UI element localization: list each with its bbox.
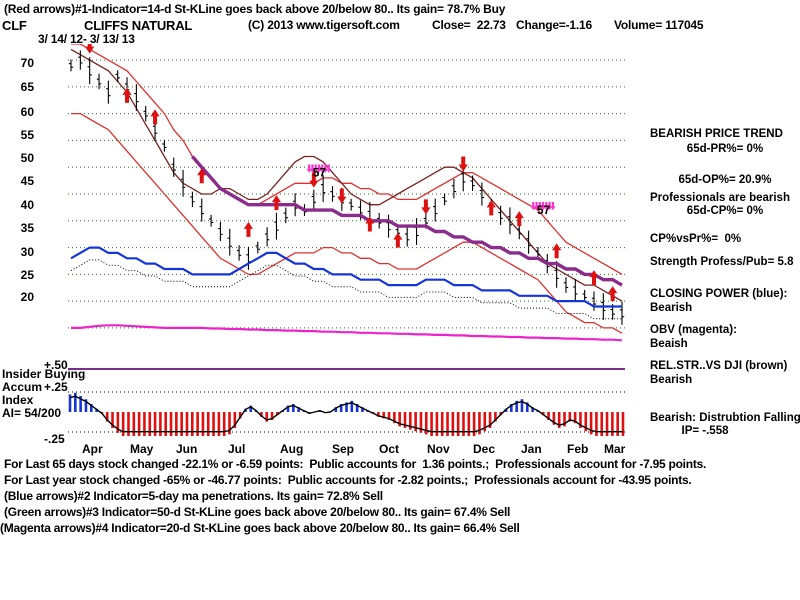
sub-tick-plus25: +.25 xyxy=(44,380,68,394)
closing-power-label: CLOSING POWER (blue): xyxy=(650,288,788,300)
y-tick-60: 60 xyxy=(20,105,34,119)
price-chart-svg: 57 57 xyxy=(68,44,625,342)
sub-tick-minus25: -.25 xyxy=(44,432,65,446)
professionals-verdict: Professionals are bearish xyxy=(650,192,790,204)
y-tick-35: 35 xyxy=(20,221,34,235)
x-tick-sep: Sep xyxy=(332,442,355,456)
index-label: Index xyxy=(2,393,34,407)
ticker-symbol: CLF xyxy=(2,18,27,33)
indicator-1-headline: (Red arrows)#1-Indicator=14-d St-KLine g… xyxy=(4,2,506,16)
x-tick-nov: Nov xyxy=(427,442,450,456)
relstr-label: REL.STR..VS DJI (brown) xyxy=(650,360,788,372)
x-tick-jan: Jan xyxy=(521,442,542,456)
x-tick-dec: Dec xyxy=(473,442,496,456)
y-tick-65: 65 xyxy=(20,80,34,94)
insider-buying-label: Insider Buying xyxy=(2,367,86,381)
ip-value: IP= -.558 xyxy=(681,425,729,437)
accumulation-index-svg xyxy=(68,368,625,436)
close-price: Close= 22.73 xyxy=(432,18,506,32)
obv-value: Beaish xyxy=(650,338,688,350)
copyright-notice: (C) 2013 www.tigersoft.com xyxy=(248,18,400,32)
y-tick-40: 40 xyxy=(20,198,34,212)
closing-power-value: Bearish xyxy=(650,302,693,314)
date-range: 3/ 14/ 12- 3/ 13/ 13 xyxy=(38,32,135,46)
y-tick-55: 55 xyxy=(20,128,34,142)
footer-line-ind2: (Blue arrows)#2 Indicator=5-day ma penet… xyxy=(4,489,383,503)
y-tick-70: 70 xyxy=(20,56,34,70)
trend-headline: BEARISH PRICE TREND xyxy=(650,128,783,140)
x-tick-aug: Aug xyxy=(280,442,304,456)
cp-percent: 65d-CP%= 0% xyxy=(686,205,764,217)
strength-prof-pub: Strength Profess/Pub= 5.8 xyxy=(650,256,794,268)
x-tick-mar: Mar xyxy=(604,442,626,456)
svg-text:57: 57 xyxy=(313,166,327,180)
y-tick-45: 45 xyxy=(20,174,34,188)
y-tick-30: 30 xyxy=(20,245,34,259)
op-percent: 65d-OP%= 20.9% xyxy=(678,174,772,186)
footer-line-lastyear: For Last year stock changed -65% or -46.… xyxy=(4,473,692,487)
footer-line-65days: For Last 65 days stock changed -22.1% or… xyxy=(4,457,707,471)
x-tick-jul: Jul xyxy=(228,442,246,456)
sub-tick-plus50: +.50 xyxy=(44,358,68,372)
x-tick-oct: Oct xyxy=(379,442,400,456)
footer-line-ind3: (Green arrows)#3 Indicator=50-d St-KLine… xyxy=(4,505,511,519)
pr-percent: 65d-PR%= 0% xyxy=(686,143,764,155)
y-tick-20: 20 xyxy=(20,290,34,304)
x-tick-feb: Feb xyxy=(567,442,589,456)
volume: Volume= 117045 xyxy=(614,18,704,32)
relstr-value: Bearish xyxy=(650,374,693,386)
x-tick-jun: Jun xyxy=(176,442,198,456)
obv-label: OBV (magenta): xyxy=(650,324,737,336)
price-chart-panel: 57 57 xyxy=(68,44,625,344)
ai-value: AI= 54/200 xyxy=(2,406,62,420)
accum-label: Accum xyxy=(2,380,43,394)
y-tick-25: 25 xyxy=(20,268,34,282)
svg-text:57: 57 xyxy=(537,203,551,217)
x-tick-apr: Apr xyxy=(82,442,103,456)
cp-vs-pr: CP%vsPr%= 0% xyxy=(650,233,742,245)
price-change: Change=-1.16 xyxy=(516,18,592,32)
y-tick-50: 50 xyxy=(20,151,34,165)
distribution-status: Bearish: Distrubtion Falling xyxy=(650,412,800,424)
x-tick-may: May xyxy=(130,442,154,456)
company-name: CLIFFS NATURAL xyxy=(84,18,193,33)
footer-line-ind4: (Magenta arrows)#4 Indicator=20-d St-KLi… xyxy=(0,521,520,535)
accumulation-index-panel xyxy=(68,368,625,440)
